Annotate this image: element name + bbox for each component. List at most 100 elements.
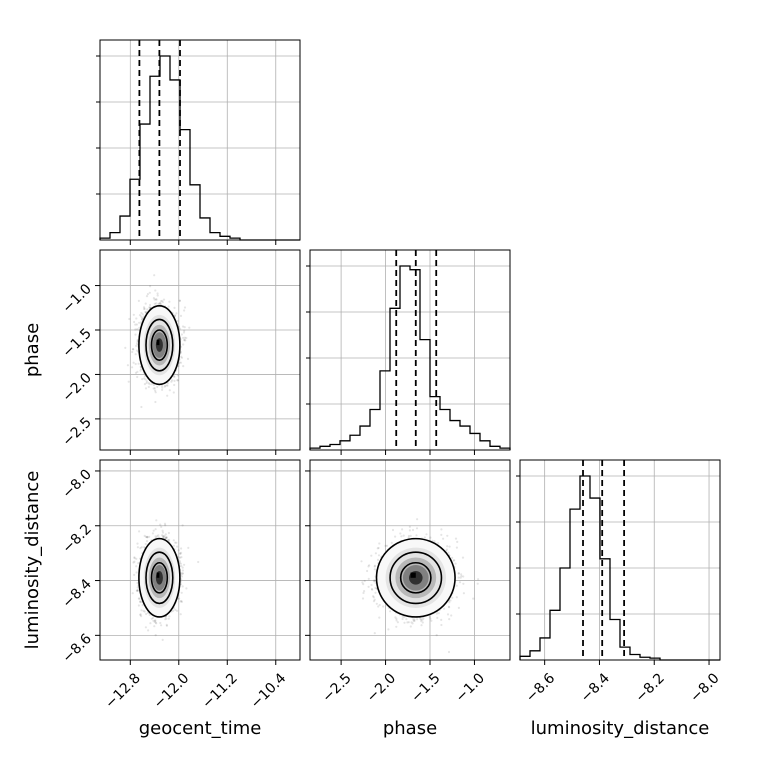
sample-point (136, 589, 139, 592)
sample-point (143, 377, 146, 380)
sample-point (164, 533, 167, 536)
sample-point (154, 535, 157, 538)
sample-point (131, 348, 135, 351)
sample-point (180, 591, 183, 594)
sample-point (144, 542, 147, 546)
sample-point (148, 303, 152, 307)
sample-point (407, 536, 410, 539)
sample-point (165, 384, 168, 387)
sample-point (183, 329, 186, 332)
sample-point (146, 611, 149, 615)
sample-point (174, 608, 177, 612)
sample-point (437, 612, 440, 615)
sample-point (142, 306, 146, 309)
sample-point (126, 364, 129, 367)
sample-point (152, 297, 155, 300)
sample-point (153, 619, 156, 622)
sample-point (148, 613, 151, 617)
sample-point (140, 600, 143, 604)
sample-point (378, 603, 381, 607)
sample-point (135, 557, 138, 561)
sample-point (152, 383, 155, 387)
sample-point (163, 522, 167, 525)
sample-point (136, 341, 139, 344)
sample-point (175, 541, 178, 544)
sample-point (159, 302, 162, 305)
sample-point (181, 524, 184, 527)
sample-point (179, 613, 182, 616)
sample-point (153, 302, 156, 305)
sample-point (167, 539, 170, 542)
sample-point (179, 361, 183, 364)
sample-point (139, 365, 142, 368)
sample-point (178, 597, 181, 600)
sample-point (153, 274, 156, 277)
sample-point (154, 621, 157, 624)
sample-point (137, 299, 140, 302)
sample-point (152, 619, 155, 622)
sample-point (148, 383, 151, 386)
sample-point (454, 562, 457, 565)
sample-point (416, 518, 419, 521)
density-contour (145, 318, 174, 372)
sample-point (149, 622, 152, 625)
sample-point (139, 613, 142, 617)
sample-point (161, 529, 164, 532)
panel-frame (99, 459, 301, 661)
sample-point (187, 546, 190, 550)
sample-point (446, 534, 449, 537)
sample-point (445, 548, 448, 551)
sample-point (161, 301, 164, 304)
sample-point (183, 306, 187, 309)
sample-point (141, 318, 144, 321)
y-tick-label: −2.5 (59, 414, 94, 449)
sample-point (149, 285, 152, 288)
sample-point (173, 383, 176, 387)
sample-point (188, 326, 191, 329)
samples-layer (131, 519, 200, 642)
sample-point (134, 333, 137, 336)
sample-point (145, 381, 148, 385)
sample-point (401, 528, 404, 531)
y-tick-label: −8.4 (59, 576, 94, 611)
sample-point (155, 302, 158, 305)
sample-point (183, 563, 186, 566)
sample-point (151, 616, 155, 620)
histogram-step (309, 265, 511, 450)
sample-point (155, 622, 158, 625)
sample-point (157, 534, 160, 537)
sample-point (161, 388, 164, 391)
sample-point (135, 571, 138, 574)
sample-point (149, 306, 152, 309)
sample-point (145, 380, 148, 383)
sample-point (144, 310, 147, 314)
sample-point (181, 572, 184, 575)
sample-point (363, 590, 366, 593)
sample-point (152, 529, 155, 532)
panel-frame (309, 249, 511, 451)
sample-point (140, 321, 143, 324)
sample-point (168, 538, 171, 542)
sample-point (140, 405, 143, 409)
sample-point (153, 298, 156, 301)
sample-point (183, 339, 186, 342)
sample-point (148, 291, 151, 294)
sample-point (154, 634, 157, 637)
sample-point (180, 356, 184, 359)
sample-point (165, 536, 168, 539)
sample-point (147, 385, 150, 389)
sample-point (167, 531, 170, 535)
sample-point (172, 609, 175, 612)
sample-point (181, 566, 184, 569)
sample-point (180, 556, 183, 559)
scatter-luminosity-distance-vs-phase: −2.5 −2.0 −1.5 −1.0 (305, 459, 511, 706)
sample-point (143, 308, 146, 311)
sample-point (161, 386, 164, 389)
sample-point (176, 319, 179, 323)
sample-point (178, 560, 181, 563)
sample-point (136, 328, 139, 331)
y-tick-label: −8.6 (59, 631, 94, 666)
sample-point (131, 366, 134, 369)
sample-point (171, 379, 174, 382)
y-tick-label: −1.5 (59, 326, 94, 361)
